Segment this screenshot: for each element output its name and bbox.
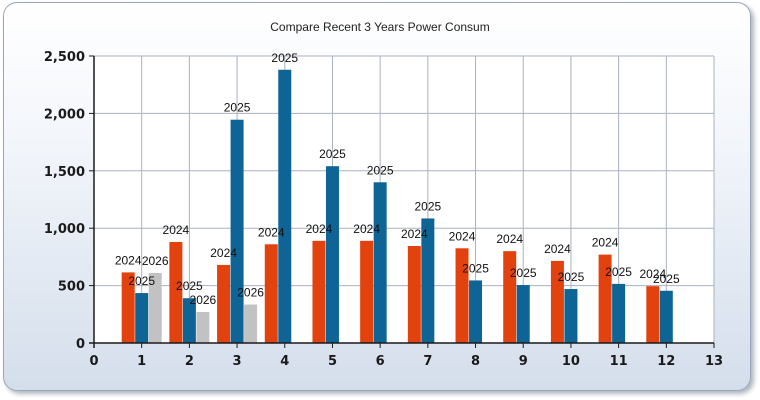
x-tick-label: 3 — [233, 354, 242, 369]
data-label: 2025 — [271, 51, 298, 65]
y-tick-label: 0 — [76, 337, 85, 352]
data-label: 2024 — [401, 227, 428, 241]
data-label: 2024 — [306, 222, 333, 236]
x-tick-label: 1 — [137, 354, 146, 369]
bar — [659, 290, 673, 343]
data-label: 2025 — [128, 274, 155, 288]
bar — [407, 245, 421, 343]
bar — [469, 280, 483, 343]
bar — [121, 272, 135, 343]
data-label: 2026 — [142, 254, 169, 268]
chart-title: Compare Recent 3 Years Power Consum — [270, 20, 489, 34]
bar — [550, 260, 564, 343]
data-label: 2026 — [237, 286, 264, 300]
x-tick-label: 0 — [89, 354, 98, 369]
data-label: 2024 — [163, 223, 190, 237]
bar — [325, 166, 339, 343]
data-label: 2024 — [353, 222, 380, 236]
bar — [312, 240, 326, 343]
x-tick-label: 10 — [562, 354, 580, 369]
bar — [516, 285, 530, 343]
bar — [196, 312, 210, 343]
x-tick-label: 9 — [519, 354, 528, 369]
data-label: 2024 — [592, 236, 619, 250]
data-label: 2024 — [115, 253, 142, 267]
x-tick-label: 4 — [280, 354, 289, 369]
bar — [264, 244, 278, 343]
data-label: 2026 — [190, 293, 217, 307]
x-tick-label: 7 — [423, 354, 432, 369]
data-label: 2025 — [414, 199, 441, 213]
data-label: 2025 — [319, 147, 346, 161]
bar — [182, 298, 196, 343]
bars — [121, 69, 673, 344]
data-label: 2025 — [653, 272, 680, 286]
bar — [373, 182, 387, 343]
data-label: 2025 — [224, 101, 251, 115]
tick-labels: 0 1 2 3 4 5 6 7 8 9 10 11 12 1305001,0001,5002,0002,5… — [44, 50, 723, 369]
bar — [612, 283, 626, 343]
bar — [503, 251, 517, 343]
bar — [244, 304, 258, 343]
bar — [278, 69, 292, 343]
data-label: 2024 — [544, 242, 571, 256]
bar — [217, 264, 231, 343]
y-tick-label: 2,500 — [44, 50, 85, 65]
data-label: 2025 — [176, 279, 203, 293]
x-tick-label: 2 — [185, 354, 194, 369]
bar — [421, 218, 435, 343]
bar — [564, 289, 578, 343]
y-tick-label: 500 — [58, 280, 85, 295]
x-tick-label: 6 — [376, 354, 385, 369]
x-tick-label: 8 — [471, 354, 480, 369]
data-label: 2024 — [210, 246, 237, 260]
bar-labels: 2024 2024 2024 2024 2024 2024 2024 2024 2024 2024… — [115, 51, 680, 307]
bar — [646, 286, 660, 343]
bar — [169, 241, 183, 343]
bar — [230, 119, 244, 344]
data-label: 2024 — [496, 232, 523, 246]
x-tick-label: 11 — [610, 354, 628, 369]
data-label: 2024 — [258, 225, 285, 239]
data-label: 2025 — [367, 163, 394, 177]
data-label: 2025 — [462, 261, 489, 275]
y-tick-label: 2,000 — [44, 107, 85, 122]
x-tick-label: 13 — [705, 354, 723, 369]
data-label: 2025 — [510, 266, 537, 280]
bar — [455, 248, 469, 343]
data-label: 2025 — [558, 270, 585, 284]
x-tick-label: 12 — [657, 354, 675, 369]
data-label: 2025 — [605, 265, 632, 279]
bar — [598, 254, 612, 343]
x-tick-label: 5 — [328, 354, 337, 369]
y-tick-label: 1,500 — [44, 165, 85, 180]
bar — [135, 293, 149, 343]
data-label: 2024 — [639, 267, 666, 281]
bar — [360, 240, 374, 343]
y-tick-label: 1,000 — [44, 222, 85, 237]
data-label: 2024 — [449, 229, 476, 243]
bar — [148, 272, 162, 343]
axes — [89, 55, 715, 348]
